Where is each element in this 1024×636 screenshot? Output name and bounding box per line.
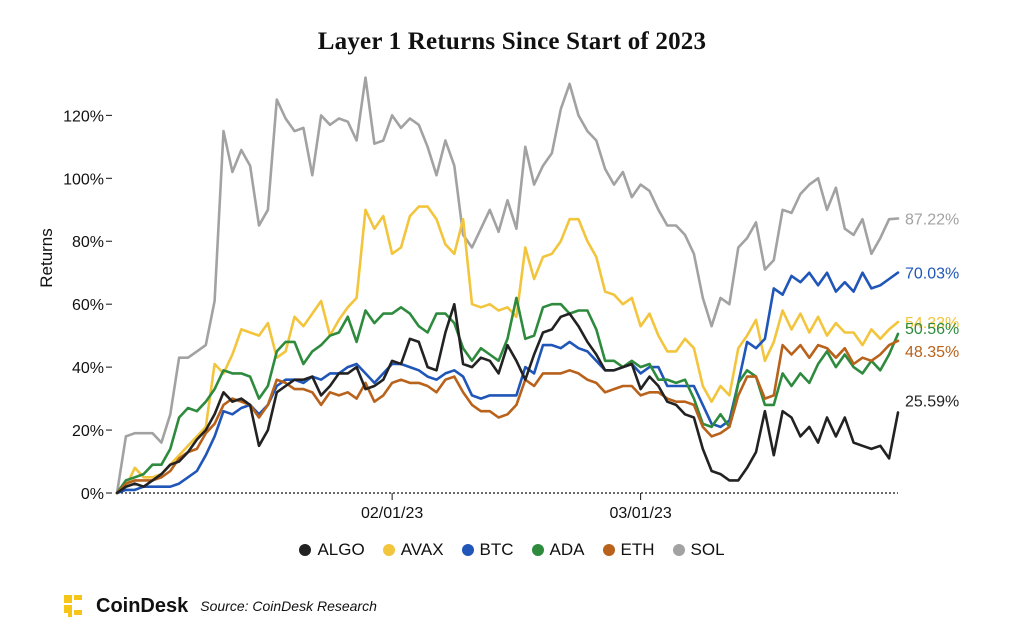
series-lines <box>115 76 900 495</box>
legend-item-btc: BTC <box>461 540 514 560</box>
end-label-eth: 48.35% <box>905 344 959 361</box>
y-axis-label: Returns <box>37 228 56 288</box>
end-label-algo: 25.59% <box>905 393 959 410</box>
legend-dot-icon <box>672 544 685 556</box>
footer: CoinDesk Source: CoinDesk Research <box>62 593 377 619</box>
y-tick-label: 0% <box>81 486 104 503</box>
legend-label: ALGO <box>317 540 365 559</box>
end-label-avax: 54.33% <box>905 315 959 332</box>
y-tick-label: 60% <box>72 297 104 314</box>
source-note: Source: CoinDesk Research <box>200 598 377 614</box>
brand-name: CoinDesk <box>96 594 189 617</box>
y-tick-label: 120% <box>63 108 104 125</box>
series-line-sol <box>115 76 900 495</box>
legend-dot-icon <box>602 544 615 556</box>
end-label-sol: 87.22% <box>905 212 959 229</box>
legend-label: ADA <box>549 540 585 559</box>
series-line-avax <box>115 205 900 495</box>
legend: ALGO AVAX BTC ADA ETH SOL <box>0 540 1024 560</box>
legend-dot-icon <box>531 544 544 556</box>
y-tick-label: 80% <box>72 234 104 251</box>
legend-dot-icon <box>382 544 395 556</box>
axes: 0% 20% 40% 60% 80% 100% 120% Returns 02/01/23 03/… <box>37 108 898 522</box>
chart-title: Layer 1 Returns Since Start of 2023 <box>317 28 707 55</box>
coindesk-logo-icon <box>62 593 88 619</box>
legend-item-eth: ETH <box>602 540 655 560</box>
line-chart: 0% 20% 40% 60% 80% 100% 120% Returns 02/01/23 03/… <box>37 76 959 522</box>
end-labels: 87.22% 54.33% 70.03% 50.56% 48.35% 25.59% <box>905 212 959 411</box>
legend-label: SOL <box>690 540 725 559</box>
legend-item-ada: ADA <box>531 540 585 560</box>
end-label-ada: 50.56% <box>905 321 959 338</box>
y-tick-label: 100% <box>63 171 104 188</box>
legend-item-algo: ALGO <box>299 540 365 560</box>
legend-label: AVAX <box>400 540 444 559</box>
y-tick-label: 20% <box>72 423 104 440</box>
legend-label: ETH <box>620 540 655 559</box>
legend-item-avax: AVAX <box>382 540 444 560</box>
legend-label: BTC <box>479 540 514 559</box>
x-tick-label: 03/01/23 <box>609 505 671 522</box>
x-tick-label: 02/01/23 <box>361 505 423 522</box>
legend-item-sol: SOL <box>672 540 725 560</box>
legend-dot-icon <box>299 544 312 556</box>
end-label-btc: 70.03% <box>905 266 959 283</box>
series-line-algo <box>115 302 900 495</box>
series-line-btc <box>115 271 900 495</box>
series-line-ada <box>115 296 900 495</box>
y-tick-label: 40% <box>72 360 104 377</box>
legend-dot-icon <box>461 544 474 556</box>
